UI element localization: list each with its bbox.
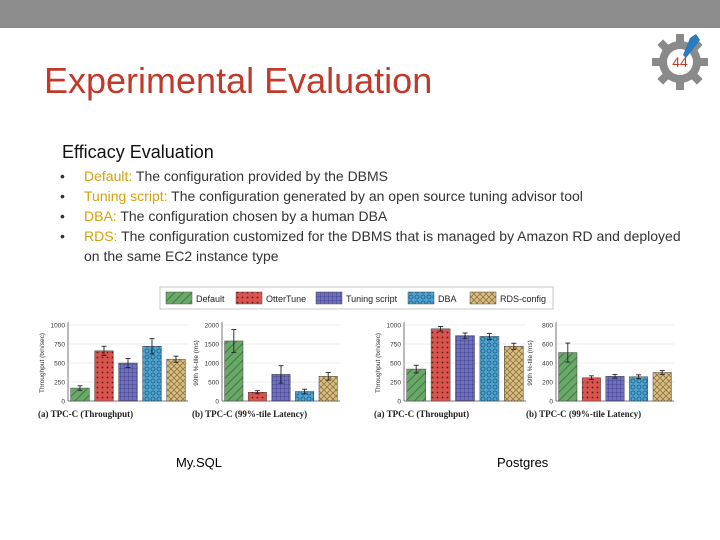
- y-axis-title: Throughput (txn/sec): [39, 333, 46, 393]
- tick-label: 750: [54, 342, 65, 349]
- tick-label: 1000: [51, 323, 66, 330]
- legend-swatch: [165, 291, 193, 305]
- bullet-dot-icon: •: [60, 188, 65, 204]
- panel-caption: (b) TPC-C (99%-tile Latency): [192, 409, 307, 419]
- tick-label: 500: [208, 380, 219, 387]
- tick-label: 0: [397, 399, 401, 406]
- bar: [118, 362, 138, 402]
- legend-swatch: [235, 291, 263, 305]
- legend-label: Tuning script: [346, 294, 398, 304]
- tick-label: 500: [390, 361, 401, 368]
- top-bar: [0, 0, 720, 28]
- slide-title: Experimental Evaluation: [44, 60, 433, 101]
- bullet-rds: • RDS: The configuration customized for t…: [60, 228, 681, 264]
- bar: [629, 376, 649, 402]
- tick-label: 0: [61, 399, 65, 406]
- bar: [652, 372, 672, 402]
- bar: [166, 358, 186, 402]
- y-axis-title: Throughput (txn/sec): [375, 333, 382, 393]
- legend-label: Default: [196, 294, 225, 304]
- definition-list: • Default: The configuration provided by …: [60, 166, 700, 266]
- page-number: 44: [672, 54, 688, 70]
- bar: [479, 336, 500, 402]
- y-axis-title: 99th %-tile (ms): [193, 340, 200, 386]
- bar: [430, 328, 451, 402]
- tick-label: 250: [54, 380, 65, 387]
- legend-label: OtterTune: [266, 294, 306, 304]
- panel-caption: (b) TPC-C (99%-tile Latency): [526, 409, 641, 419]
- bullet-dot-icon: •: [60, 168, 65, 184]
- bullet-dot-icon: •: [60, 228, 65, 244]
- panel-caption: (a) TPC-C (Throughput): [374, 409, 469, 419]
- chart-legend: Default OtterTune Tuning script DBA RDS-…: [159, 286, 554, 310]
- tick-label: 800: [542, 323, 553, 330]
- bullet-dot-icon: •: [60, 208, 65, 224]
- bar: [581, 377, 601, 402]
- tick-label: 1000: [205, 361, 220, 368]
- bullet-default: • Default: The configuration provided by …: [60, 168, 389, 184]
- y-axis-title: 99th %-tile (ms): [527, 340, 534, 386]
- tick-label: 1000: [387, 323, 402, 330]
- tick-label: 750: [390, 342, 401, 349]
- tick-label: 600: [542, 342, 553, 349]
- tick-label: 1500: [205, 342, 220, 349]
- panel-caption: (a) TPC-C (Throughput): [38, 409, 133, 419]
- tick-label: 250: [390, 380, 401, 387]
- mysql-label: My.SQL: [176, 455, 222, 470]
- bar: [605, 376, 625, 402]
- bar: [406, 368, 426, 402]
- legend-label: DBA: [438, 294, 457, 304]
- bullet-dba: • DBA: The configuration chosen by a huma…: [60, 208, 388, 224]
- bar: [94, 350, 114, 402]
- section-subtitle: Efficacy Evaluation: [62, 142, 214, 162]
- postgres-label: Postgres: [497, 455, 549, 470]
- tick-label: 400: [542, 361, 553, 368]
- bar: [455, 335, 475, 402]
- tick-label: 500: [54, 361, 65, 368]
- legend-swatch: [315, 291, 343, 305]
- tick-label: 200: [542, 380, 553, 387]
- gear-icon: 44: [650, 32, 710, 92]
- bar: [142, 346, 162, 402]
- tick-label: 0: [215, 399, 219, 406]
- legend-swatch: [469, 291, 497, 305]
- bullet-tuning-script: • Tuning script: The configuration genera…: [60, 188, 583, 204]
- tick-label: 0: [549, 399, 553, 406]
- legend-swatch: [407, 291, 435, 305]
- tick-label: 2000: [205, 323, 220, 330]
- bar: [504, 346, 524, 402]
- legend-label: RDS-config: [500, 294, 546, 304]
